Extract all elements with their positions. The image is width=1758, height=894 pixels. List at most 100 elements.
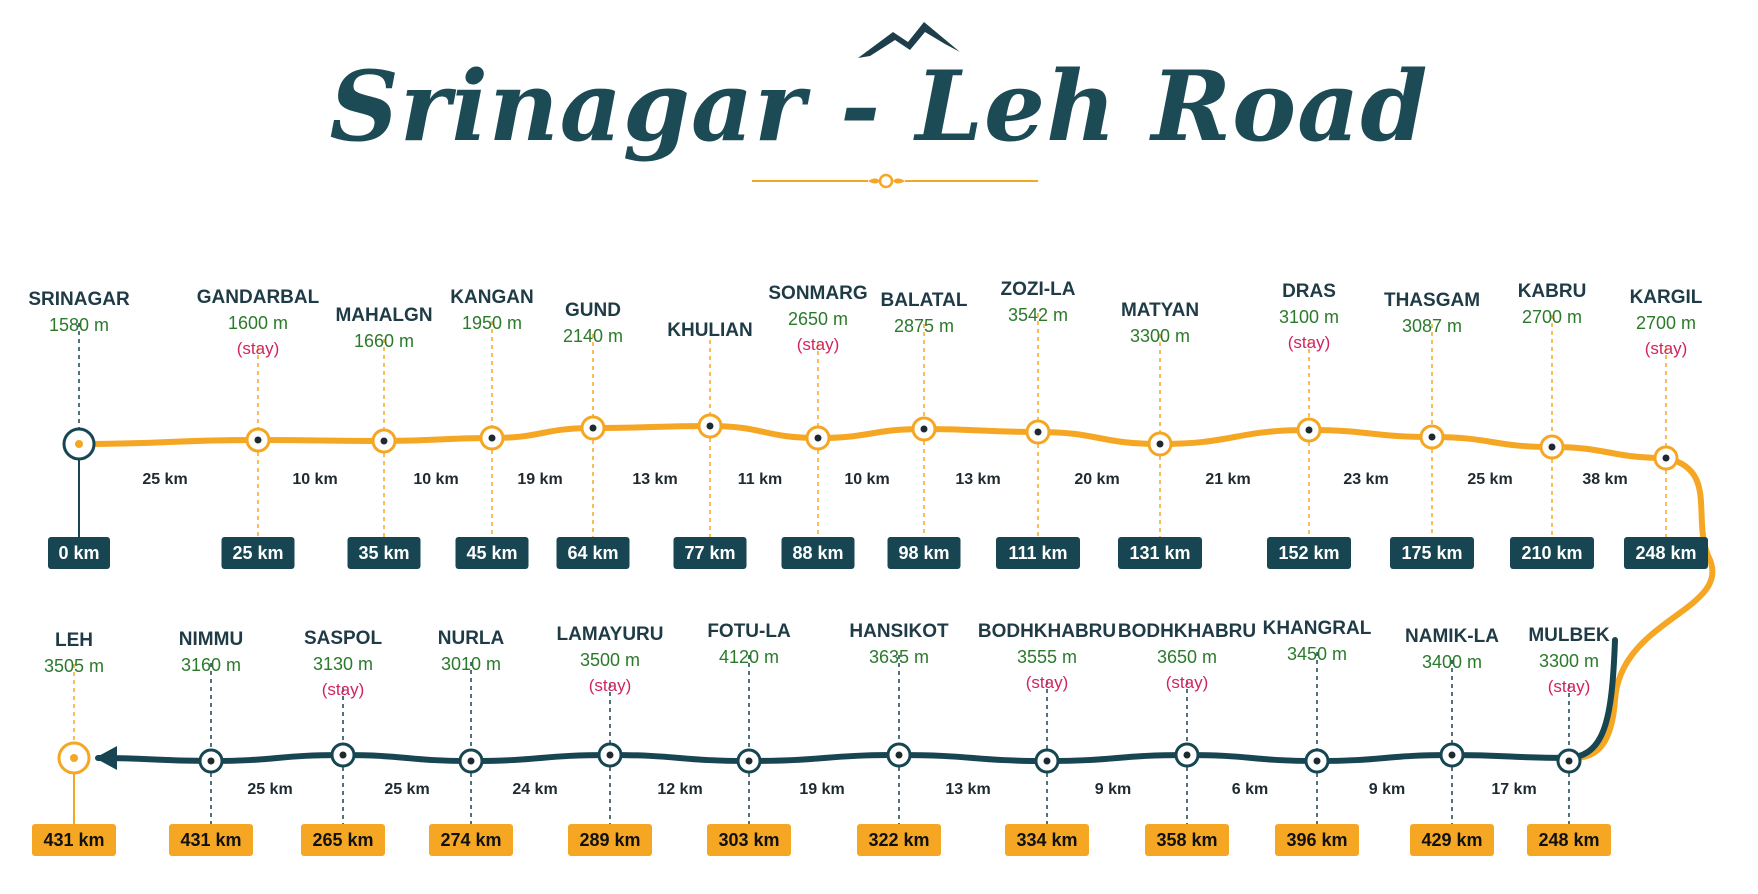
km-badge-bg (48, 537, 110, 569)
segment-distance: 13 km (955, 471, 1000, 488)
stop-marker-dot (1043, 757, 1051, 765)
km-badge-label: 0 km (58, 543, 99, 563)
km-badge: 429 km (1410, 824, 1494, 856)
stay-label: (stay) (1166, 673, 1209, 692)
km-badge: 265 km (301, 824, 385, 856)
stop-altitude: 3555 m (1017, 647, 1077, 667)
stop-saspol: SASPOL 3130 m (stay) (304, 628, 382, 824)
km-badge-bg (1145, 824, 1229, 856)
stop-dras: DRAS 3100 m (stay) (1279, 281, 1339, 537)
stop-name: KHULIAN (667, 320, 753, 341)
stop-marker-dot (467, 757, 475, 765)
segment-distance: 19 km (799, 781, 844, 798)
stop-altitude: 2650 m (788, 309, 848, 329)
stop-nurla: NURLA 3010 m (438, 628, 505, 824)
km-badge-label: 35 km (358, 543, 409, 563)
stop-altitude: 3010 m (441, 654, 501, 674)
stop-hansikot: HANSIKOT 3635 m (849, 621, 949, 824)
km-badge-label: 431 km (180, 830, 241, 850)
stop-thasgam: THASGAM 3087 m (1384, 290, 1480, 537)
km-badge: 322 km (857, 824, 941, 856)
stop-name: NAMIK-LA (1405, 626, 1499, 647)
stop-name: SONMARG (768, 283, 867, 304)
stop-marker-dot (1428, 433, 1436, 441)
stop-kabru: KABRU 2700 m (1518, 281, 1586, 537)
km-badge-label: 248 km (1538, 830, 1599, 850)
stop-fotu-la: FOTU-LA 4120 m (707, 621, 791, 824)
segment-distance: 25 km (247, 781, 292, 798)
page-title: Srinagar - Leh Road (330, 50, 1429, 163)
segment-distance: 12 km (657, 781, 702, 798)
stop-name: BALATAL (881, 290, 968, 311)
km-badge-bg (1118, 537, 1202, 569)
km-badge-label: 111 km (1008, 543, 1067, 563)
km-badge-bg (301, 824, 385, 856)
stop-name: LEH (55, 630, 93, 651)
km-badge: 0 km (48, 537, 110, 569)
stop-nimmu: NIMMU 3160 m (179, 629, 243, 824)
segment-distance: 9 km (1369, 781, 1405, 798)
stay-label: (stay) (1645, 339, 1688, 358)
km-badge-bg (1624, 537, 1708, 569)
km-badge-label: 175 km (1401, 543, 1462, 563)
stop-name: LAMAYURU (557, 624, 664, 645)
km-badge-bg (857, 824, 941, 856)
km-badge: 77 km (673, 537, 747, 569)
km-badge-label: 152 km (1278, 543, 1339, 563)
stop-marker-dot (207, 757, 215, 765)
stop-name: DRAS (1282, 281, 1336, 302)
km-badge-bg (429, 824, 513, 856)
stop-altitude: 3635 m (869, 647, 929, 667)
stop-marker-dot (1548, 443, 1556, 451)
km-badge-bg (887, 537, 961, 569)
segment-distance: 19 km (517, 471, 562, 488)
km-badge-label: 248 km (1635, 543, 1696, 563)
stop-marker-dot (70, 754, 78, 762)
km-badge-bg (1275, 824, 1359, 856)
stop-marker-dot (589, 424, 597, 432)
km-badge: 111 km (996, 537, 1080, 569)
km-badge-bg (1410, 824, 1494, 856)
stop-marker-dot (745, 757, 753, 765)
stop-marker-dot (606, 751, 614, 759)
km-badge: 431 km (169, 824, 253, 856)
stop-kangan: KANGAN 1950 m (450, 287, 534, 537)
km-badge: 35 km (347, 537, 421, 569)
km-badge-bg (1510, 537, 1594, 569)
stop-namik-la: NAMIK-LA 3400 m (1405, 626, 1499, 824)
km-badge-bg (568, 824, 652, 856)
stop-marker-dot (814, 434, 822, 442)
stop-balatal: BALATAL 2875 m (881, 290, 968, 537)
stop-altitude: 3160 m (181, 655, 241, 675)
km-badge-label: 77 km (684, 543, 735, 563)
stop-sonmarg: SONMARG 2650 m (stay) (768, 283, 868, 537)
stop-name: GUND (565, 300, 621, 321)
km-badge-label: 322 km (868, 830, 929, 850)
stop-marker-dot (895, 751, 903, 759)
km-badge-bg (781, 537, 855, 569)
stop-khulian: KHULIAN (667, 320, 753, 537)
stop-altitude: 1660 m (354, 331, 414, 351)
stay-label: (stay) (1288, 333, 1331, 352)
km-badge: 334 km (1005, 824, 1089, 856)
stop-name: KARGIL (1630, 287, 1703, 308)
segment-distance: 23 km (1343, 471, 1388, 488)
stop-altitude: 1950 m (462, 313, 522, 333)
stop-name: GANDARBAL (197, 287, 320, 308)
km-badge-bg (707, 824, 791, 856)
stop-bodhkhabru: BODHKHABRU 3650 m (stay) (1118, 621, 1256, 824)
segment-distance: 38 km (1582, 471, 1627, 488)
km-badge: 396 km (1275, 824, 1359, 856)
km-badge: 248 km (1624, 537, 1708, 569)
km-badge: 274 km (429, 824, 513, 856)
stop-marker-dot (706, 422, 714, 430)
stay-label: (stay) (237, 339, 280, 358)
km-badge-bg (1267, 537, 1351, 569)
stop-leh: LEH 3505 m (44, 630, 104, 824)
arrow-left-icon (95, 746, 117, 770)
stop-altitude: 3400 m (1422, 652, 1482, 672)
stop-altitude: 3130 m (313, 654, 373, 674)
route-line-kargil-leh (95, 751, 1572, 765)
stop-name: BODHKHABRU (1118, 621, 1256, 642)
